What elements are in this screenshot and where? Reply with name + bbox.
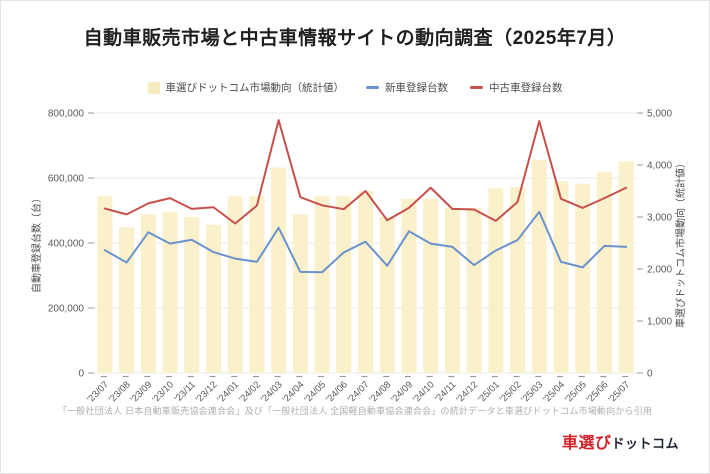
x-axis-tick-label: '25/04 [541, 379, 567, 405]
left-axis-title: 自動車登録台数（台） [32, 193, 43, 293]
right-axis-tick-label: 1,000 [647, 317, 672, 328]
x-axis-tick-label: '25/05 [563, 379, 589, 405]
x-axis-tick-label: '23/08 [107, 379, 133, 405]
market-trend-bar [379, 217, 395, 373]
logo-text-dark: ドットコム [611, 436, 679, 451]
x-axis-tick-label: '24/04 [281, 379, 307, 405]
new-car-line-swatch-icon [366, 86, 379, 89]
used-car-line [103, 119, 628, 225]
x-axis-tick-label: '25/03 [520, 379, 546, 405]
right-axis-title: 車選びドットコム市場動向（統計値） [676, 158, 687, 328]
market-trend-bar [249, 196, 265, 373]
market-trend-bar [119, 227, 135, 373]
x-axis-tick-label: '24/11 [433, 379, 458, 404]
page-title: 自動車販売市場と中古車情報サイトの動向調査（2025年7月） [83, 28, 627, 49]
right-axis-tick-label: 2,000 [647, 265, 672, 276]
market-trend-bar [336, 196, 352, 373]
x-axis-tick-label: '25/02 [498, 379, 524, 405]
logo-text-red: 車選び [561, 435, 612, 452]
bar-series-swatch-icon [147, 81, 160, 94]
x-axis-tick-label: '23/11 [172, 379, 197, 404]
market-trend-bar [466, 207, 482, 373]
x-axis-tick-label: '23/12 [194, 379, 220, 405]
right-axis-tick-label: 5,000 [647, 109, 672, 120]
x-axis-tick-label: '24/03 [259, 379, 285, 405]
x-axis-tick-label: '24/10 [411, 379, 437, 405]
market-trend-bar [444, 207, 460, 373]
x-axis-tick-label: '24/01 [215, 379, 241, 405]
legend-label-used-car: 中古車登録台数 [489, 82, 563, 94]
legend-label-market-trend: 車選びドットコム市場動向（統計値） [165, 82, 345, 94]
legend-item-market-trend: 車選びドットコム市場動向（統計値） [147, 80, 345, 95]
right-axis-tick-label: 3,000 [647, 213, 672, 224]
market-trend-bar [575, 183, 591, 373]
market-trend-bar [314, 196, 330, 373]
market-trend-bar [401, 198, 417, 373]
left-axis-tick-label: 400,000 [48, 239, 85, 250]
market-trend-bar [97, 196, 113, 373]
market-trend-bar [618, 161, 634, 373]
legend-item-used-car: 中古車登録台数 [470, 80, 563, 95]
kurumaerabi-logo: 車選びドットコム [562, 435, 679, 453]
market-trend-bar [292, 214, 308, 373]
market-trend-bar [596, 171, 612, 373]
x-axis-tick-label: '24/05 [302, 379, 328, 405]
x-axis-tick-label: '25/06 [585, 379, 611, 405]
market-trend-bar [531, 159, 547, 373]
market-trend-bar [553, 181, 569, 373]
used-car-line-swatch-icon [470, 86, 483, 89]
x-axis-tick-label: '24/12 [454, 379, 480, 405]
market-trend-bar [140, 214, 156, 373]
left-axis-tick-label: 600,000 [48, 174, 85, 185]
left-axis-tick-label: 800,000 [48, 109, 85, 120]
x-axis-tick-label: '24/07 [346, 379, 372, 405]
left-axis-tick-label: 200,000 [48, 304, 85, 315]
x-axis-tick-label: '23/09 [129, 379, 155, 405]
market-trend-bar [423, 198, 439, 373]
legend-label-new-car: 新車登録台数 [385, 82, 448, 94]
source-footnote: 「一般社団法人 日本自動車販売協会連合会」及び「一般社団法人 全国軽自動車協会連… [57, 406, 653, 416]
new-car-line [103, 210, 628, 274]
right-axis-tick-label: 0 [647, 369, 653, 380]
x-axis-tick-label: '24/02 [237, 379, 263, 405]
market-trend-bar [162, 211, 178, 373]
legend-item-new-car: 新車登録台数 [366, 80, 448, 95]
left-axis-tick-label: 0 [78, 369, 84, 380]
market-trend-bar [227, 196, 243, 373]
x-axis-tick-label: '25/07 [606, 379, 632, 405]
market-trend-bar [358, 191, 373, 373]
market-trend-bar [184, 217, 200, 373]
x-axis-tick-label: '23/10 [150, 379, 176, 405]
x-axis-tick-label: '25/01 [476, 379, 502, 405]
chart-legend: 車選びドットコム市場動向（統計値） 新車登録台数 中古車登録台数 [1, 80, 709, 95]
market-trend-bar [205, 224, 221, 373]
right-axis-tick-label: 4,000 [647, 161, 672, 172]
market-trend-bar [271, 167, 287, 373]
x-axis-tick-label: '23/07 [85, 379, 111, 405]
x-axis-tick-label: '24/06 [324, 379, 350, 405]
x-axis-tick-label: '24/08 [367, 379, 393, 405]
market-trend-bar [488, 188, 504, 373]
market-trend-bar [510, 186, 526, 373]
x-axis-tick-label: '24/09 [389, 379, 415, 405]
